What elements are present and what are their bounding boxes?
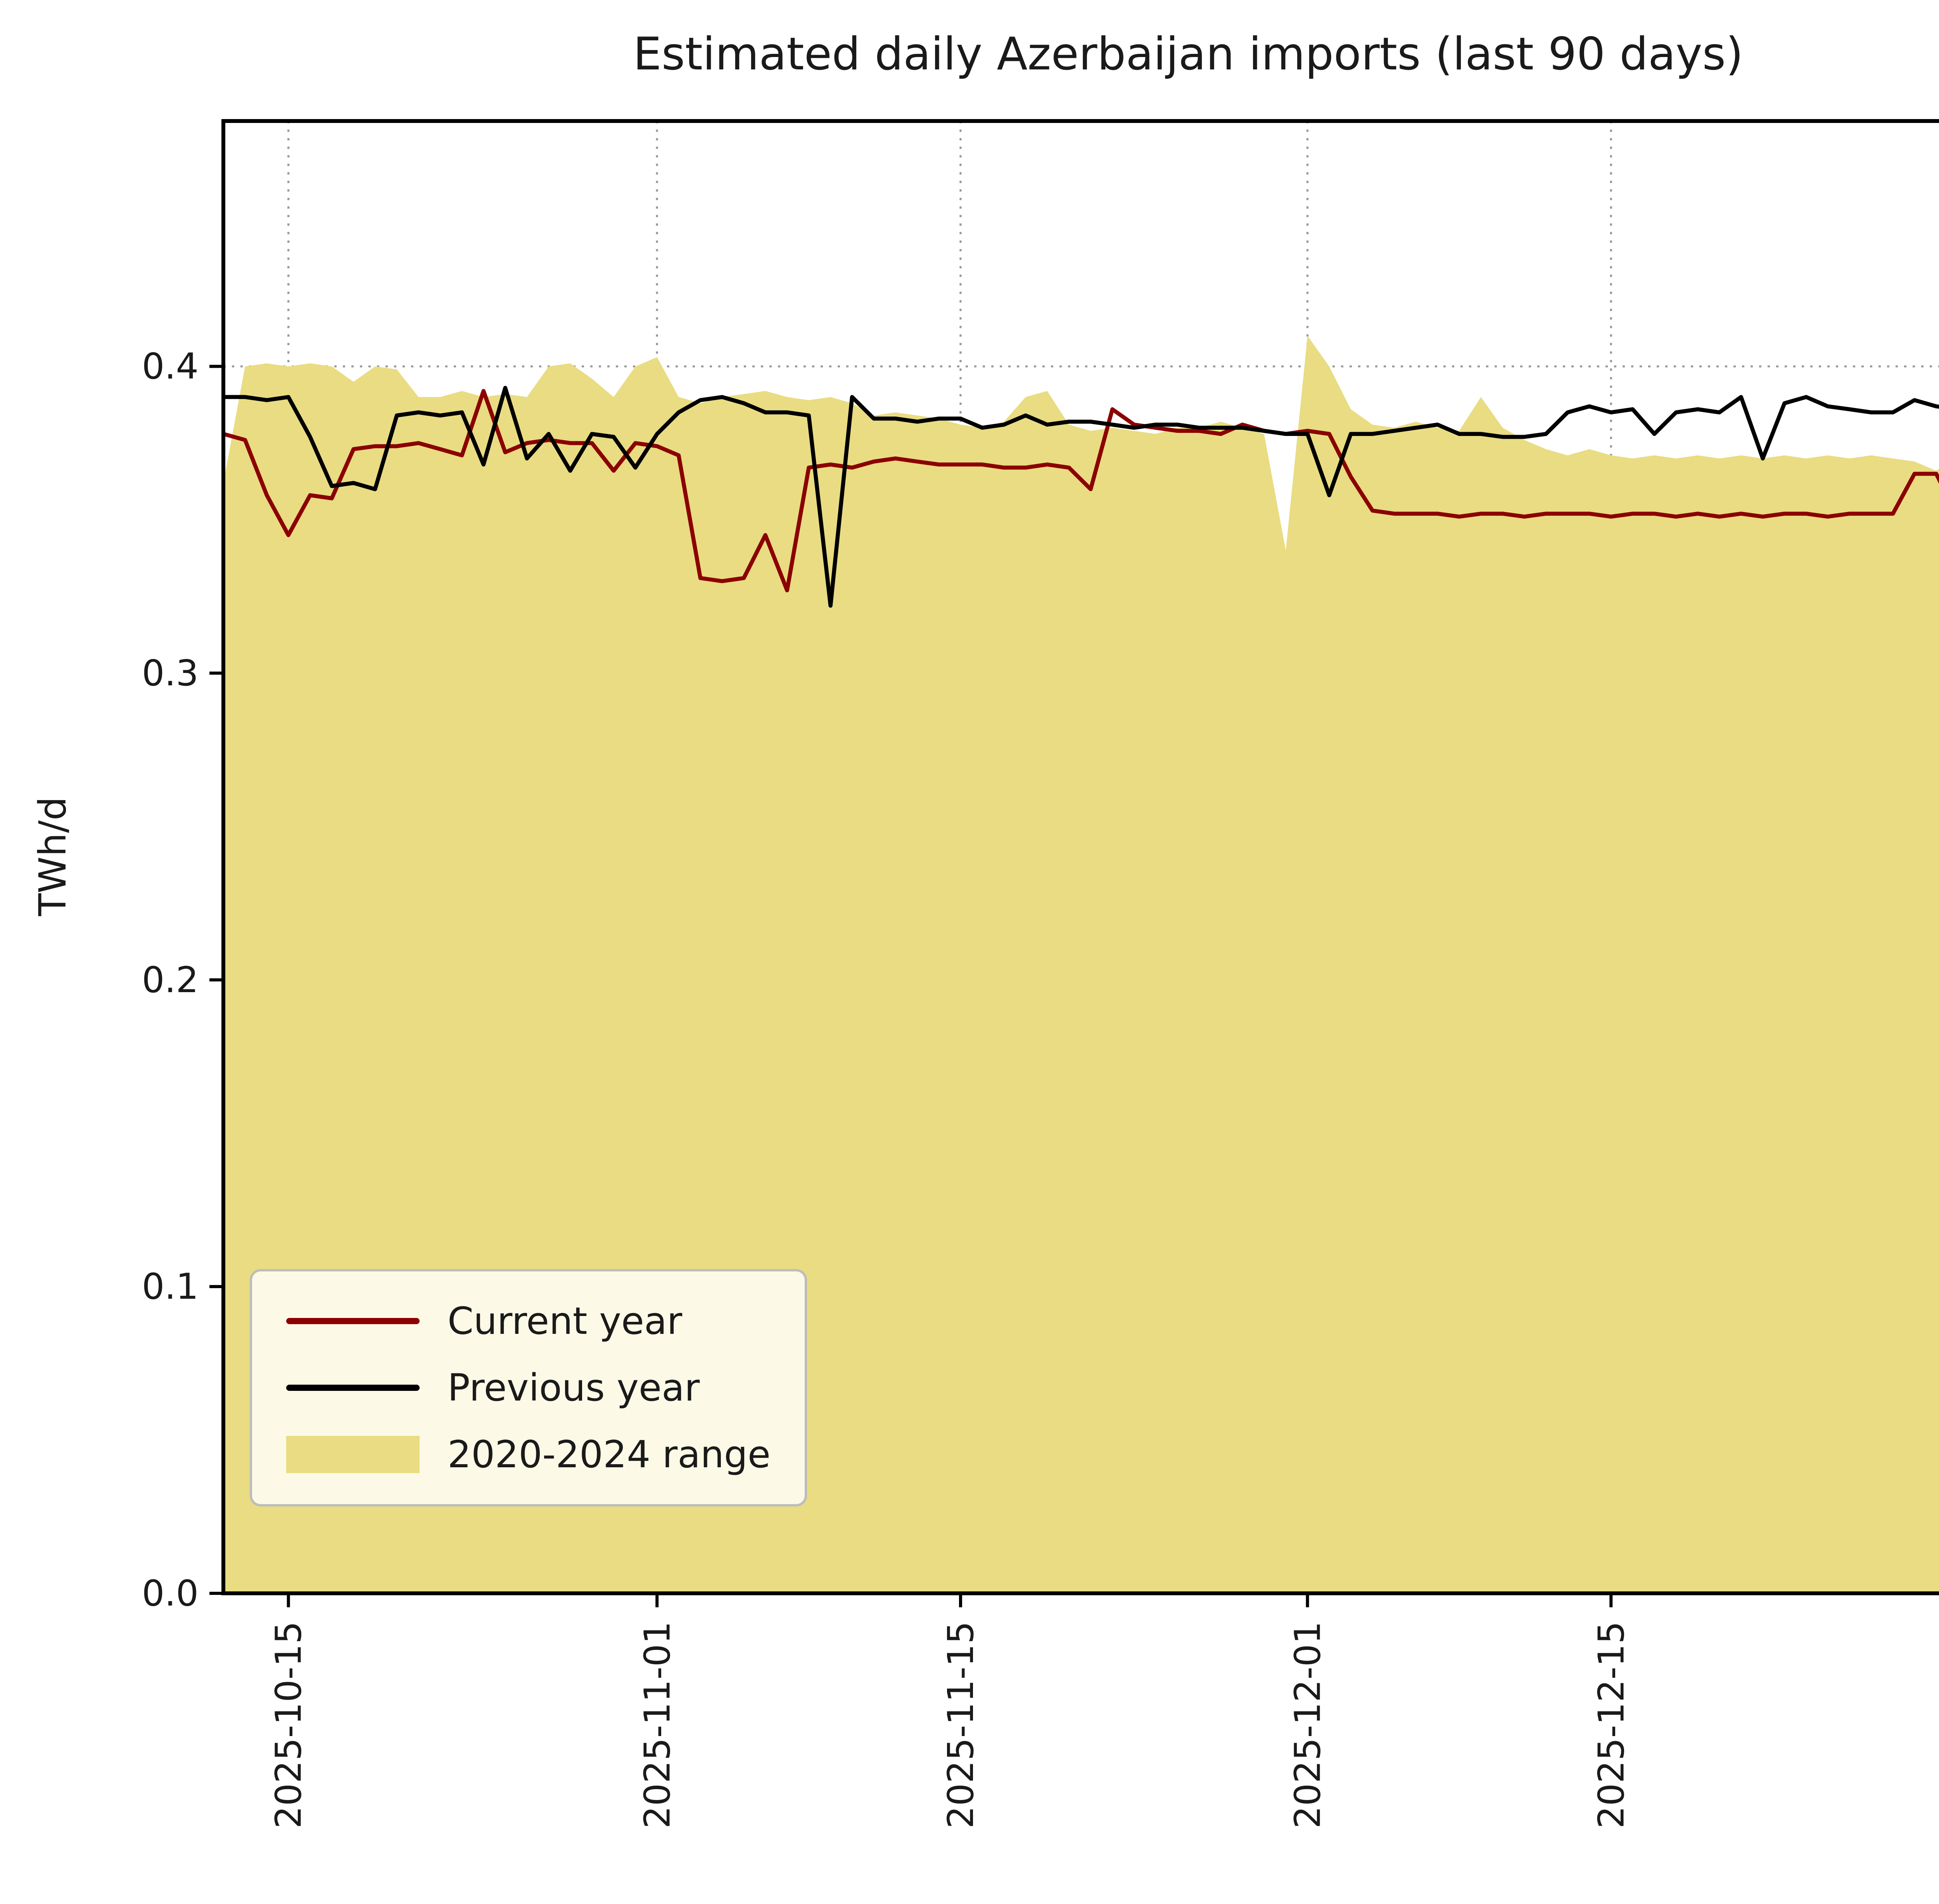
legend-swatch-current-year bbox=[286, 1318, 420, 1324]
legend-label-previous-year: Previous year bbox=[448, 1366, 700, 1409]
chart-title: Estimated daily Azerbaijan imports (last… bbox=[633, 28, 1744, 80]
y-tick-label: 0.2 bbox=[142, 959, 199, 1001]
legend-swatch-range bbox=[286, 1436, 420, 1473]
legend-label-range: 2020-2024 range bbox=[448, 1433, 771, 1476]
legend-label-current-year: Current year bbox=[448, 1299, 683, 1343]
legend-item-current-year: Current year bbox=[286, 1295, 771, 1347]
y-tick-label: 0.1 bbox=[142, 1266, 199, 1307]
x-tick-label: 2025-12-15 bbox=[1590, 1621, 1632, 1829]
x-tick-label: 2025-11-01 bbox=[636, 1621, 678, 1829]
y-tick-label: 0.0 bbox=[142, 1573, 199, 1614]
legend: Current year Previous year 2020-2024 ran… bbox=[250, 1269, 807, 1506]
y-tick-label: 0.4 bbox=[142, 346, 199, 387]
x-tick-label: 2025-12-01 bbox=[1287, 1621, 1329, 1829]
legend-item-previous-year: Previous year bbox=[286, 1361, 771, 1414]
x-tick-label: 2025-11-15 bbox=[940, 1621, 982, 1829]
y-tick-label: 0.3 bbox=[142, 652, 199, 694]
x-tick-label: 2025-10-15 bbox=[268, 1621, 309, 1829]
legend-item-range: 2020-2024 range bbox=[286, 1428, 771, 1481]
legend-swatch-previous-year bbox=[286, 1385, 420, 1391]
axes-box bbox=[221, 119, 1939, 1595]
line-previous-year bbox=[223, 386, 1939, 608]
